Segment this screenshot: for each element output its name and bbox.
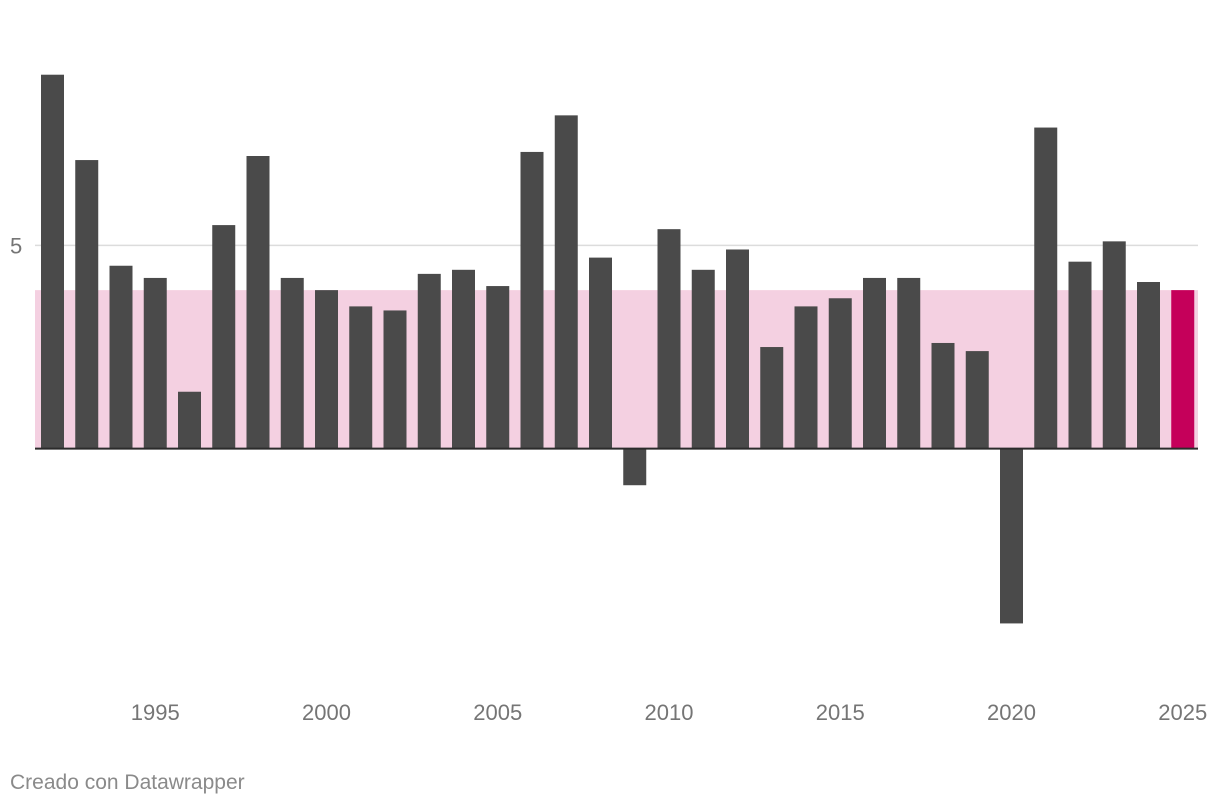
bar-1993 bbox=[75, 160, 99, 449]
x-tick-label-2020: 2020 bbox=[987, 700, 1036, 725]
bar-2001 bbox=[349, 306, 373, 449]
bar-2019 bbox=[965, 351, 989, 449]
x-tick-label-2000: 2000 bbox=[302, 700, 351, 725]
x-tick-label-2025: 2025 bbox=[1158, 700, 1207, 725]
bar-2005 bbox=[486, 286, 510, 449]
gridline-layer: 5 bbox=[10, 233, 1198, 258]
bar-2002 bbox=[383, 310, 407, 449]
bar-2021 bbox=[1034, 127, 1058, 449]
bar-2000 bbox=[315, 290, 338, 449]
bar-2024 bbox=[1137, 282, 1160, 449]
bar-1999 bbox=[280, 277, 304, 449]
bar-2009 bbox=[623, 448, 647, 486]
bar-2018 bbox=[931, 342, 955, 449]
bar-1992 bbox=[41, 74, 64, 449]
bar-2003 bbox=[417, 273, 441, 449]
x-tick-label-2005: 2005 bbox=[473, 700, 522, 725]
credit-text: Creado con Datawrapper bbox=[10, 771, 245, 794]
bar-2010 bbox=[657, 229, 681, 449]
bar-1995 bbox=[143, 277, 167, 449]
bar-2008 bbox=[589, 257, 612, 449]
bar-layer bbox=[41, 74, 1195, 624]
bar-2004 bbox=[452, 269, 475, 449]
reference-band-layer bbox=[35, 290, 1198, 449]
x-tick-label-1995: 1995 bbox=[131, 700, 180, 725]
bar-2013 bbox=[760, 347, 784, 449]
bar-2012 bbox=[726, 249, 749, 449]
x-tick-label-2010: 2010 bbox=[645, 700, 694, 725]
bar-2025-highlight bbox=[1171, 290, 1195, 449]
bar-2023 bbox=[1102, 241, 1126, 449]
bar-1998 bbox=[246, 156, 270, 449]
axis-layer: 1995 2000 2005 2010 2015 2020 2025 bbox=[35, 447, 1207, 725]
bar-2020 bbox=[1000, 448, 1023, 624]
bar-1997 bbox=[212, 225, 236, 449]
bar-1994 bbox=[109, 265, 133, 449]
y-tick-label-5: 5 bbox=[10, 233, 22, 258]
bar-2015 bbox=[828, 298, 852, 449]
bar-2007 bbox=[554, 115, 578, 449]
x-tick-label-2015: 2015 bbox=[816, 700, 865, 725]
bar-1996 bbox=[178, 391, 201, 449]
bar-2016 bbox=[863, 277, 886, 449]
bar-2017 bbox=[897, 277, 921, 449]
bar-2022 bbox=[1068, 261, 1092, 449]
bar-2014 bbox=[794, 306, 818, 449]
bar-2011 bbox=[691, 269, 715, 449]
reference-band bbox=[35, 290, 1198, 449]
bar-2006 bbox=[520, 151, 544, 449]
